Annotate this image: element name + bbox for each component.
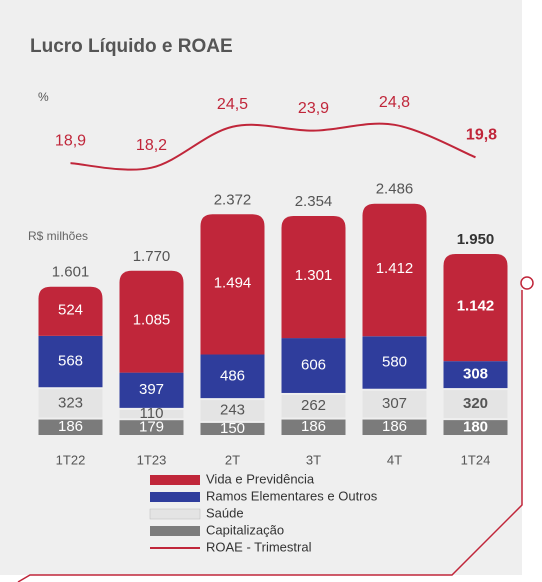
bar-segment (443, 390, 508, 419)
roae-line (70, 122, 476, 171)
segment-label: 307 (382, 395, 407, 412)
segment-label: 397 (139, 381, 164, 398)
segment-label: 180 (463, 419, 488, 436)
legend-label: Vida e Previdência (206, 471, 315, 486)
segment-label: 1.085 (133, 312, 171, 329)
bar-segment (38, 335, 103, 388)
bar-segment (443, 420, 508, 435)
x-tick-label: 4T (387, 452, 402, 467)
segment-label: 606 (301, 356, 326, 373)
segment-label: 186 (58, 418, 83, 435)
segment-label: 1.494 (214, 274, 252, 291)
roae-label: 18,9 (55, 132, 86, 149)
bar-segment (119, 270, 184, 373)
segment-label: 1.301 (295, 267, 333, 284)
segment-label: 262 (301, 397, 326, 414)
segment-label: 243 (220, 401, 245, 418)
bar-segment (200, 400, 265, 421)
segment-label: 179 (139, 419, 164, 436)
bar-segment (119, 420, 184, 435)
bar-segment (362, 203, 427, 337)
segment-label: 186 (301, 418, 326, 435)
legend-swatch (150, 492, 200, 502)
bar-segment (38, 286, 103, 336)
legend-label: ROAE - Trimestral (206, 539, 312, 554)
y2-label: % (38, 90, 49, 104)
bar-segment (362, 390, 427, 418)
roae-label: 18,2 (136, 137, 167, 154)
segment-label: 568 (58, 353, 83, 370)
x-tick-label: 1T23 (137, 452, 167, 467)
decor-line (17, 290, 523, 582)
segment-label: 308 (463, 366, 488, 383)
bar-segment (38, 419, 103, 435)
bar-segment (119, 372, 184, 408)
total-label: 1.601 (52, 264, 90, 281)
bar-segment (281, 338, 346, 393)
legend-label: Ramos Elementares e Outros (206, 488, 378, 503)
decor-circle (520, 276, 534, 290)
roae-label: 23,9 (298, 100, 329, 117)
x-tick-label: 2T (225, 452, 240, 467)
segment-label: 486 (220, 367, 245, 384)
roae-label: 19,8 (466, 127, 497, 144)
bar-segment (200, 354, 265, 399)
bar-segment (362, 336, 427, 389)
roae-label: 24,5 (217, 96, 248, 113)
legend-label: Saúde (206, 505, 244, 520)
x-tick-label: 3T (306, 452, 321, 467)
bar-segment (443, 254, 508, 362)
total-label: 2.354 (295, 193, 333, 210)
x-tick-label: 1T22 (56, 452, 86, 467)
bar-segment (281, 394, 346, 418)
chart-title: Lucro Líquido e ROAE (30, 36, 233, 57)
bar-segment (200, 422, 265, 435)
segment-label: 150 (220, 420, 245, 437)
bar-segment (443, 361, 508, 389)
x-tick-label: 1T24 (461, 452, 491, 467)
bar-segment (38, 389, 103, 418)
bar-segment (281, 419, 346, 435)
bar-segment (281, 215, 346, 339)
legend-swatch (150, 475, 200, 485)
legend-label: Capitalização (206, 522, 284, 537)
segment-label: 1.142 (457, 298, 495, 315)
roae-label: 24,8 (379, 94, 410, 111)
segment-label: 320 (463, 395, 488, 412)
total-label: 2.372 (214, 191, 252, 208)
legend-swatch (150, 526, 200, 536)
segment-label: 580 (382, 353, 407, 370)
bar-segment (200, 214, 265, 355)
segment-label: 1.412 (376, 260, 414, 277)
bar-segment (119, 409, 184, 419)
segment-label: 524 (58, 301, 83, 318)
legend-swatch (149, 508, 201, 520)
total-label: 2.486 (376, 181, 414, 198)
segment-label: 323 (58, 394, 83, 411)
segment-label: 186 (382, 418, 407, 435)
y-label: R$ milhões (28, 229, 88, 243)
bar-segment (362, 419, 427, 435)
total-label: 1.770 (133, 248, 171, 265)
segment-label: 110 (140, 405, 164, 422)
total-label: 1.950 (457, 231, 495, 248)
